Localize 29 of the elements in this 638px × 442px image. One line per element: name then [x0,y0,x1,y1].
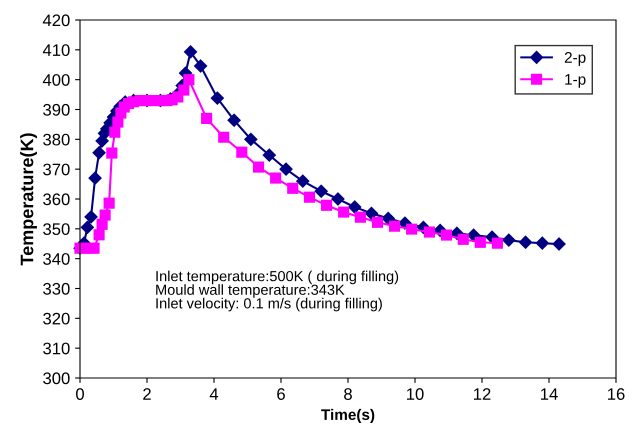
y-tick-label: 420 [42,14,70,26]
x-tick-label: 10 [407,388,424,400]
x-tick-label: 8 [344,388,352,400]
x-tick-label: 16 [608,388,625,400]
y-tick-label: 300 [43,372,70,384]
x-tick-label: 0 [76,388,84,400]
y-tick-label: 390 [43,104,70,116]
y-tick-label: 370 [43,164,70,176]
y-axis-title: Temperature(K) [20,133,37,266]
legend-label: 1-p [565,74,586,88]
annotation: Inlet velocity: 0.1 m/s (during filling) [156,298,382,312]
x-tick-label: 12 [474,388,490,400]
x-tick-label: 2 [143,388,151,400]
annotation: Inlet temperature:500K ( during filling) [156,270,398,284]
y-tick-label: 380 [43,134,70,146]
y-tick-label: 320 [43,312,70,325]
legend-label: 2-p [564,52,586,66]
annotation: Mould wall temperature:343K [156,284,345,298]
y-tick-label: 340 [43,253,70,265]
y-tick-label: 350 [43,223,70,236]
y-tick-label: 410 [42,44,70,56]
y-tick-label: 400 [42,74,70,86]
x-tick-label: 14 [541,388,558,400]
x-tick-label: 4 [210,388,218,400]
x-axis-title: Time(s) [321,408,374,424]
y-tick-label: 360 [43,193,70,206]
y-tick-label: 330 [43,282,70,295]
x-tick-label: 6 [277,388,285,400]
y-tick-label: 310 [43,342,70,354]
